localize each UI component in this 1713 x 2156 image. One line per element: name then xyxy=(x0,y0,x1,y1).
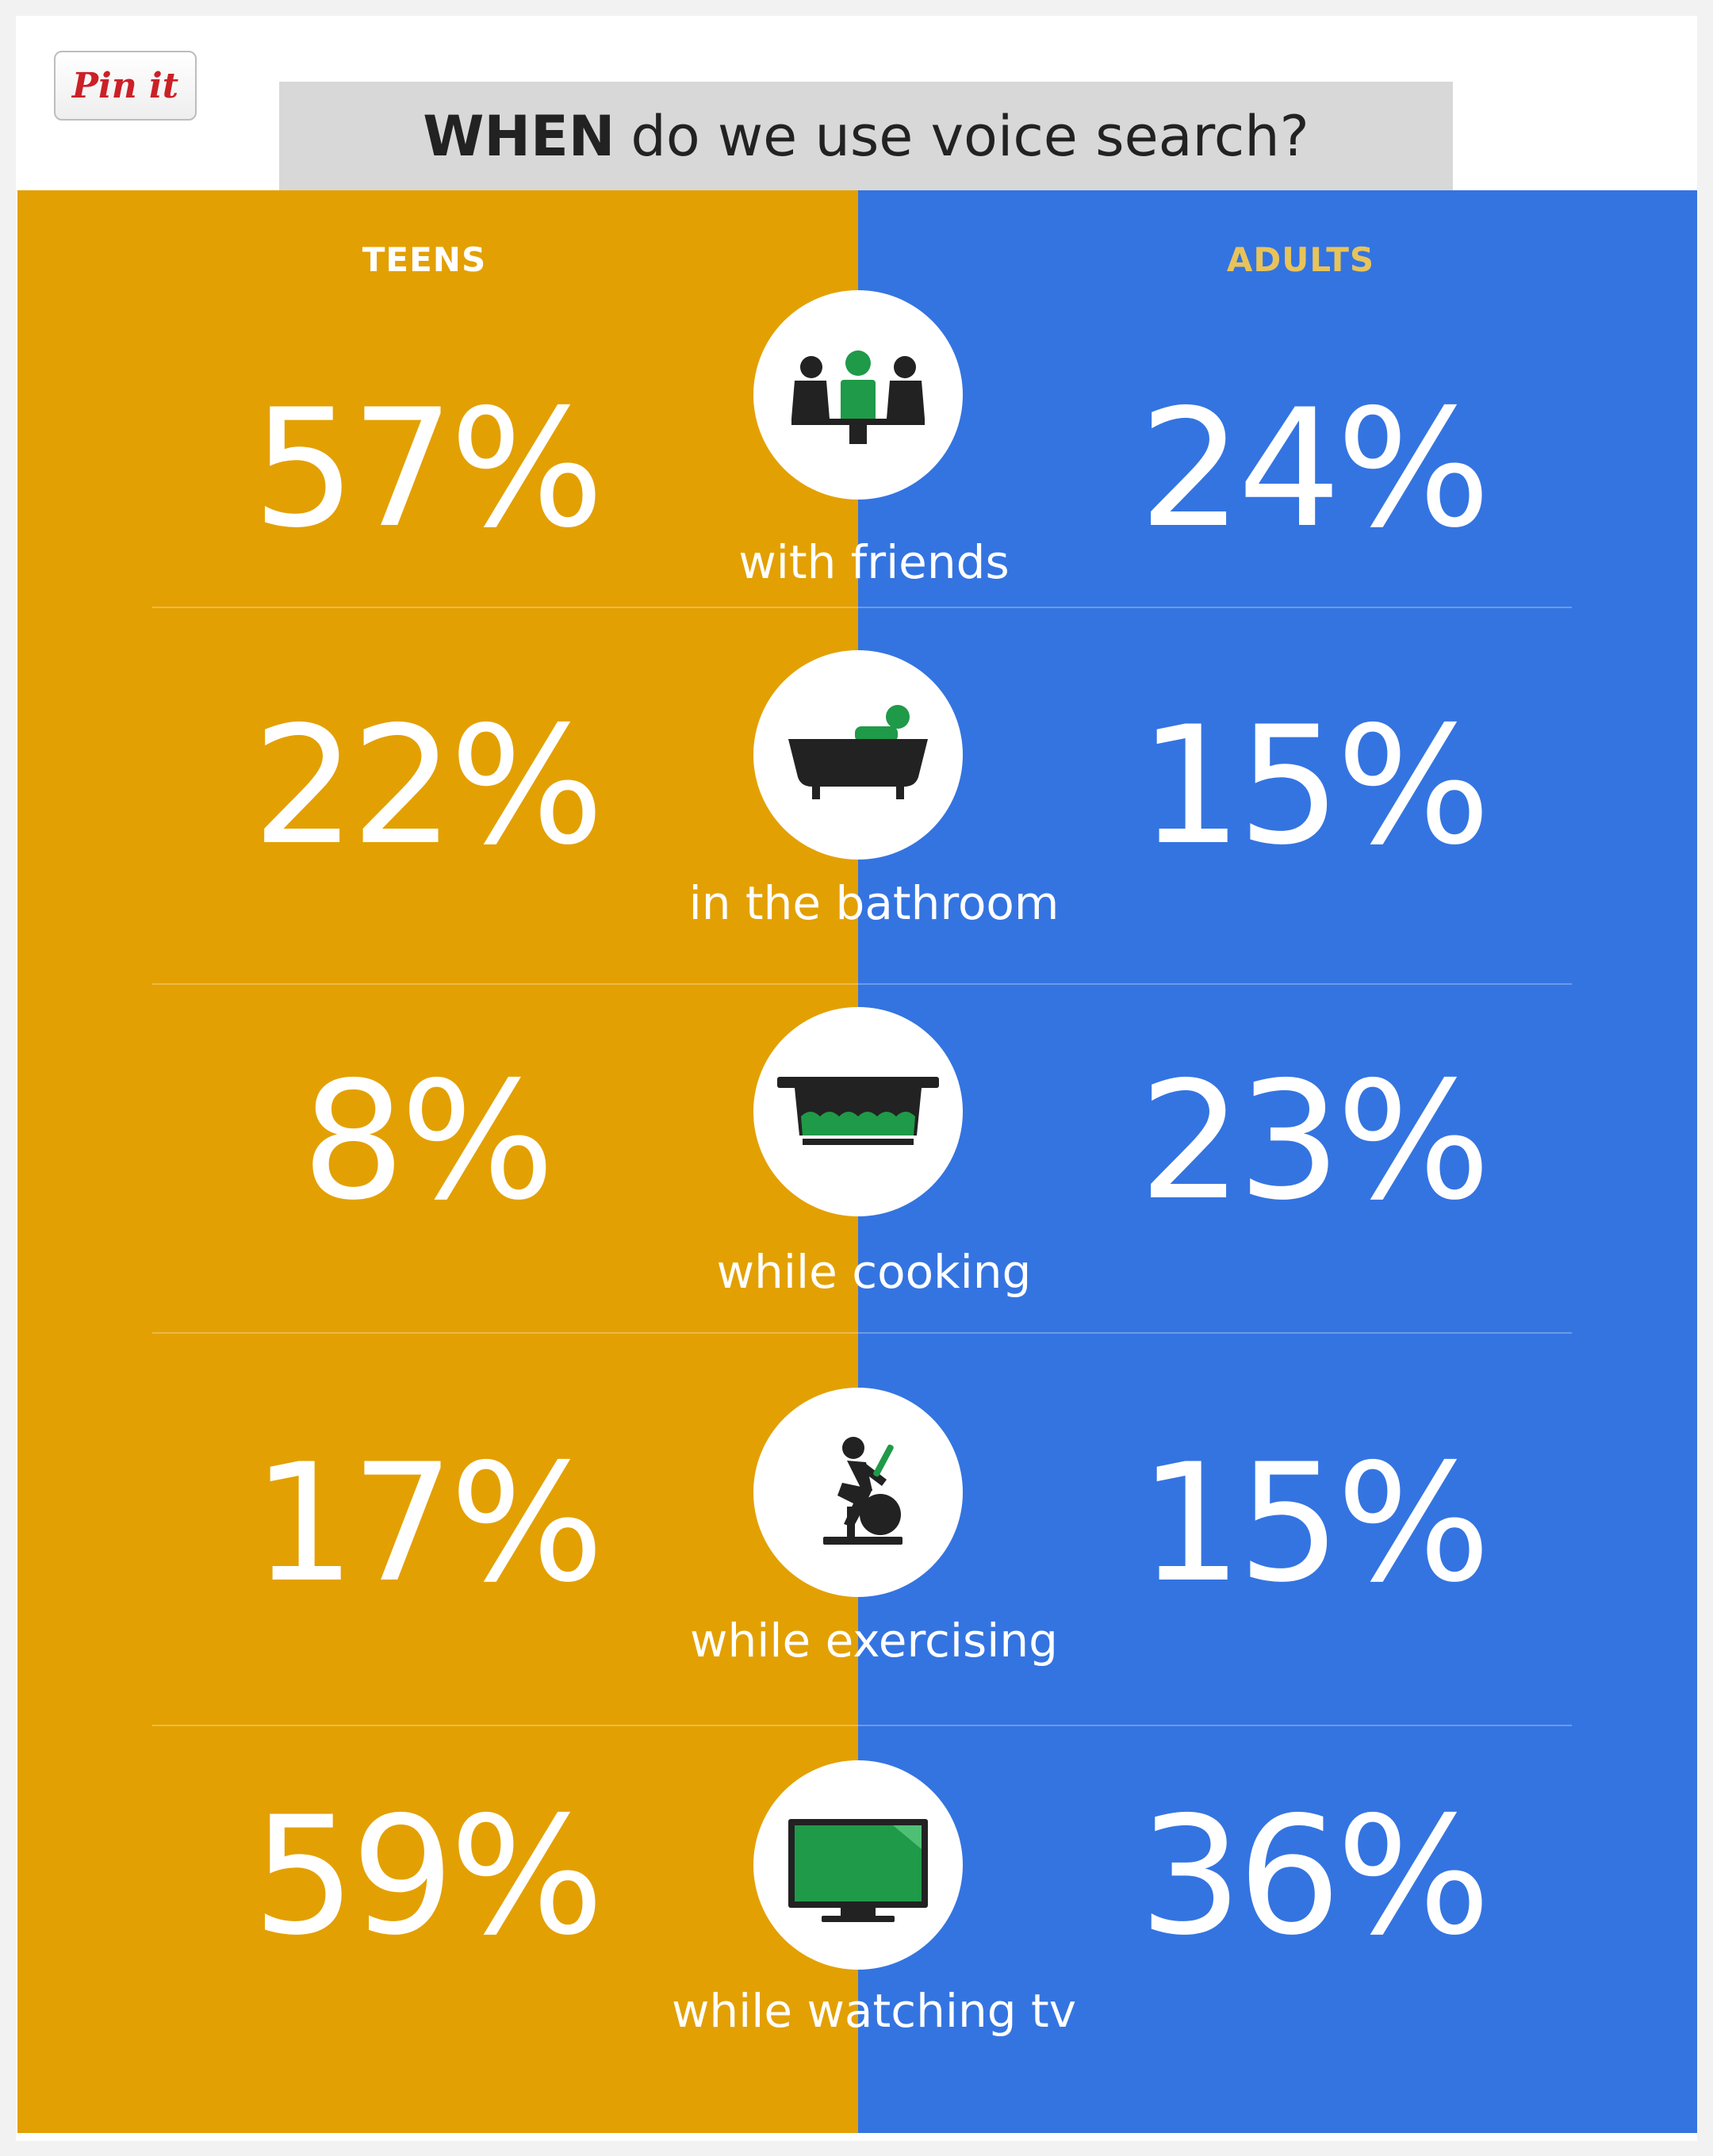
title-emphasis: WHEN xyxy=(423,103,615,169)
bathtub-icon xyxy=(753,650,963,860)
teens-value-while-exercising: 17% xyxy=(252,1430,604,1618)
adults-background xyxy=(858,190,1697,2133)
adults-value-with-friends: 24% xyxy=(1139,375,1491,564)
row-divider xyxy=(152,607,1572,608)
adults-column-header: ADULTS xyxy=(1226,240,1375,279)
row-divider xyxy=(152,1725,1572,1726)
adults-value-while-watching-tv: 36% xyxy=(1139,1783,1491,1971)
teens-value-with-friends: 57% xyxy=(252,375,604,564)
adults-value-while-exercising: 15% xyxy=(1139,1430,1491,1618)
tv-icon xyxy=(753,1760,963,1970)
cooking-pot-icon xyxy=(753,1007,963,1216)
category-label-while-exercising: while exercising xyxy=(690,1614,1058,1668)
teens-value-while-cooking: 8% xyxy=(301,1047,554,1236)
pin-it-button[interactable]: Pin it xyxy=(54,51,197,121)
exercise-bike-icon xyxy=(753,1388,963,1597)
row-divider xyxy=(152,1332,1572,1334)
category-label-while-cooking: while cooking xyxy=(716,1245,1032,1299)
category-label-with-friends: with friends xyxy=(738,535,1010,589)
title-text: do we use voice search? xyxy=(630,103,1309,169)
teens-value-in-the-bathroom: 22% xyxy=(252,692,604,881)
row-divider xyxy=(152,983,1572,985)
adults-value-in-the-bathroom: 15% xyxy=(1139,692,1491,881)
teens-column-header: TEENS xyxy=(362,240,487,279)
chart-panel: TEENS ADULTS 57% 24% with friends 22% 15… xyxy=(17,190,1697,2133)
category-label-in-the-bathroom: in the bathroom xyxy=(688,876,1060,930)
category-label-while-watching-tv: while watching tv xyxy=(671,1984,1077,2038)
teens-value-while-watching-tv: 59% xyxy=(252,1783,604,1971)
title-bar: WHEN do we use voice search? xyxy=(279,82,1453,190)
teens-background xyxy=(17,190,858,2133)
friends-icon xyxy=(753,290,963,500)
adults-value-while-cooking: 23% xyxy=(1139,1047,1491,1236)
pin-it-label: Pin it xyxy=(71,65,179,106)
